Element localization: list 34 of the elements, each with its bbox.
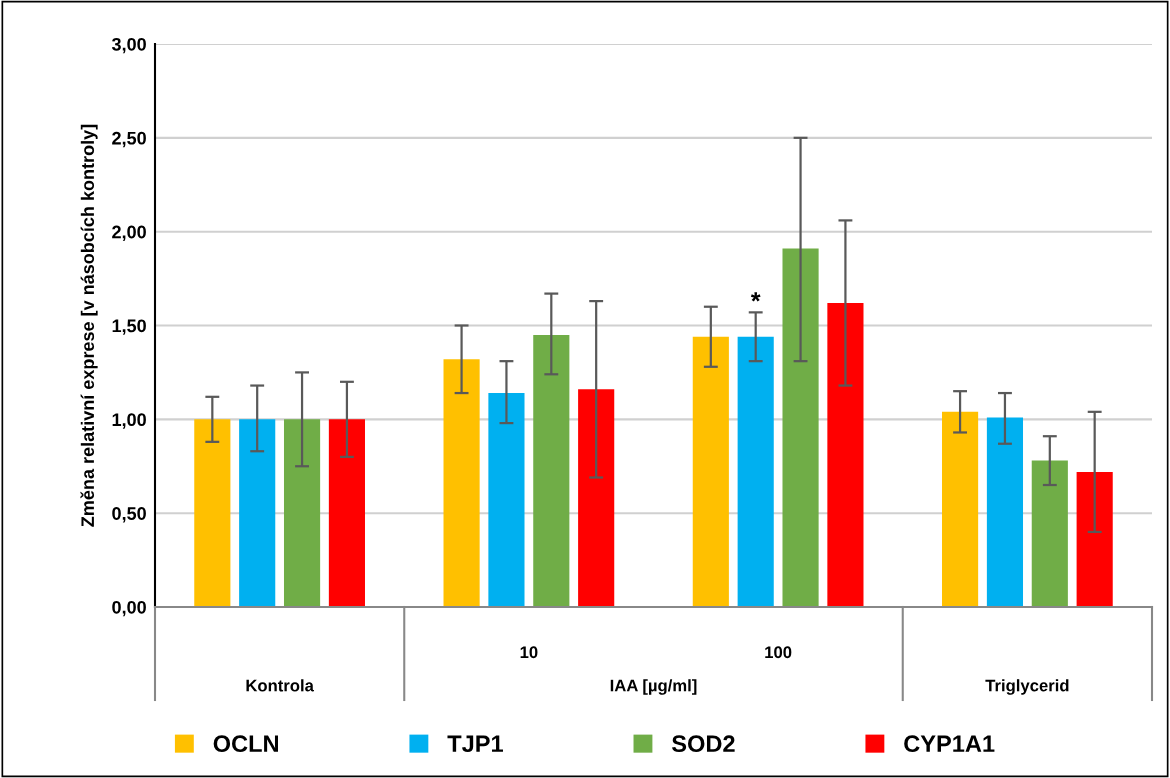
x-tick-label: 10 — [520, 646, 538, 659]
y-tick-label: 2,00 — [112, 225, 146, 241]
bar — [533, 334, 570, 607]
y-tick-label: 0,50 — [112, 507, 146, 523]
text: Triglycerid — [985, 679, 1069, 695]
y-tick-label: 1,50 — [112, 319, 146, 335]
annotation: * — [750, 292, 761, 302]
bar — [488, 393, 525, 607]
legend-label: OCLN — [213, 735, 278, 753]
bar — [827, 302, 864, 607]
bar — [283, 419, 321, 607]
x-tick-label: 100 — [765, 646, 792, 659]
bar — [194, 419, 231, 607]
bar — [986, 417, 1024, 607]
bar — [1076, 471, 1113, 607]
y-tick-label: 2,50 — [112, 131, 146, 148]
legend-label: TJP1 — [447, 735, 503, 753]
text: Kontrola — [246, 679, 314, 692]
y-tick-label: 3,00 — [111, 37, 146, 54]
bar — [737, 336, 774, 607]
bar — [578, 389, 615, 607]
legend-label: CYP1A1 — [904, 735, 995, 753]
text: IAA [µg/ml] — [610, 679, 697, 695]
bar — [692, 336, 729, 607]
bar — [239, 419, 276, 607]
y-tick-label: 1,00 — [112, 413, 146, 429]
legend-label: SOD2 — [671, 735, 735, 753]
bar — [328, 419, 365, 607]
bar — [942, 411, 979, 607]
y-axis-title: Změna relativní exprese [v násobcích kontroly] — [80, 124, 98, 527]
bar — [1031, 460, 1068, 607]
y-tick-label: 0,00 — [112, 600, 146, 617]
bar — [782, 248, 819, 607]
bar — [443, 359, 480, 607]
